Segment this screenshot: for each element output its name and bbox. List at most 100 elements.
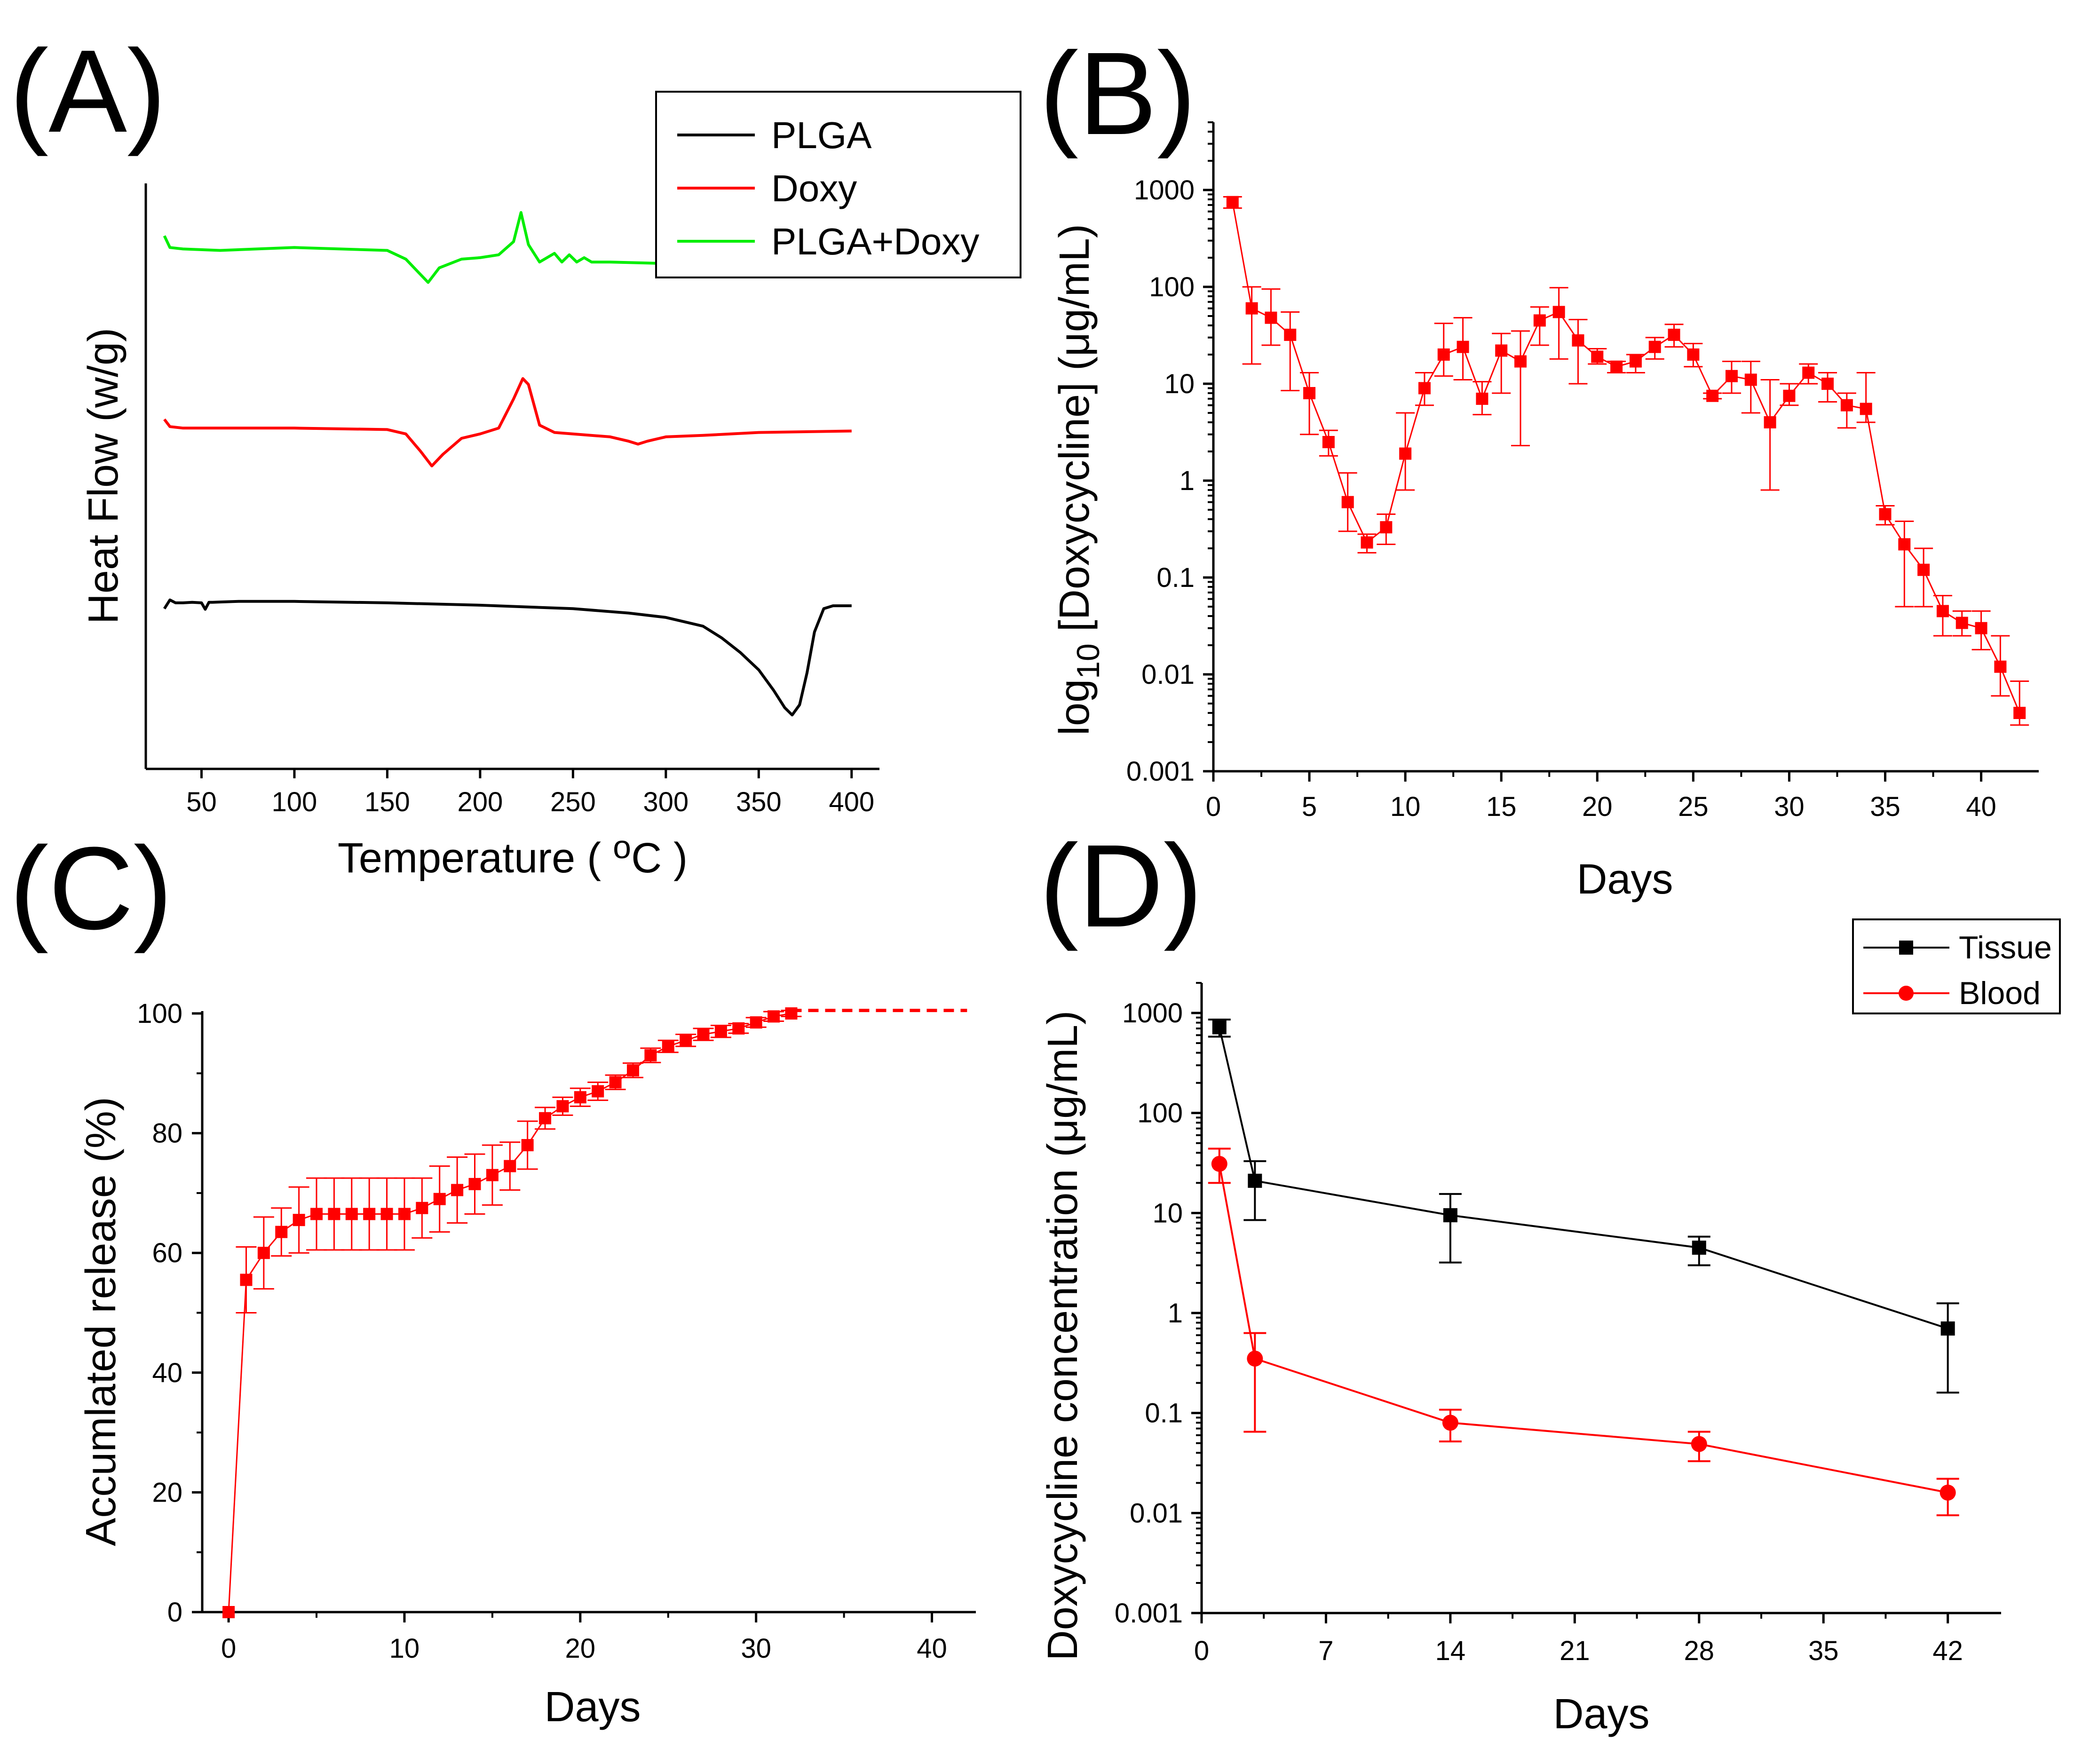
panel-b-data-point (1648, 340, 1661, 353)
panel-b-data-point (1879, 508, 1892, 521)
panel-b-series-line (1232, 202, 2020, 713)
panel-c-data-point (504, 1160, 516, 1172)
panel-b-ticks: 0 5 10 15 20 25 30 35 40 0.001 0.01 0.1 1 10 100 1000 (1126, 121, 1996, 822)
panel-c-data-point (363, 1208, 376, 1220)
panel-d-tissue-data-point (1443, 1208, 1457, 1223)
legend-label-plga-doxy: PLGA+Doxy (771, 221, 979, 262)
panel-a-x-tick-label: 200 (457, 787, 503, 817)
panel-c-data-point (240, 1274, 253, 1286)
panel-b-data-point (1476, 392, 1488, 405)
panel-c-y-tick-label: 40 (152, 1358, 182, 1388)
panel-c-letter: (C) (9, 823, 173, 954)
panel-b-data-point (1821, 377, 1834, 390)
legend-label-plga: PLGA (771, 114, 872, 156)
panel-a-x-tick-label: 350 (736, 787, 782, 817)
panel-b-data-point (1955, 617, 1968, 629)
panel-b-data-point (1744, 373, 1757, 386)
panel-b-data-point (1687, 348, 1700, 361)
panel-b-x-tick-label: 40 (1966, 791, 1996, 822)
panel-a-series-line-plga (163, 598, 852, 717)
panel-d-y-tick-label: 100 (1137, 1098, 1183, 1129)
panel-b-x-tick-label: 15 (1486, 791, 1517, 822)
panel-b-data-point (1802, 366, 1815, 379)
panel-a-xlabel: Temperature ( oC ) (338, 829, 688, 882)
panel-b-x-tick-label: 20 (1582, 791, 1613, 822)
panel-b-ylabel-sub: 10 (1070, 643, 1106, 679)
panel-d-y-tick-label: 1000 (1122, 998, 1183, 1028)
panel-b-y-tick-label: 0.001 (1126, 756, 1195, 787)
panel-b-y-tick-label: 1 (1180, 466, 1195, 496)
panel-c-y-tick-label: 20 (152, 1477, 182, 1508)
panel-d-x-tick-label: 42 (1932, 1636, 1963, 1666)
panel-a-x-tick-label: 400 (829, 787, 874, 817)
panel-d-x-tick-label: 7 (1318, 1636, 1333, 1666)
panel-d-x-tick-label: 35 (1808, 1636, 1839, 1666)
panel-b-x-tick-label: 5 (1302, 791, 1317, 822)
panel-b-data-point (1380, 521, 1393, 534)
panel-c-data-point (644, 1049, 657, 1062)
panel-c-data-point (486, 1169, 499, 1181)
panel-d-ylabel: Doxycycline concentration (μg/mL) (1039, 1011, 1086, 1661)
panel-c-data-point (626, 1064, 639, 1076)
panel-c-data-point (257, 1247, 270, 1259)
legend-marker-blood (1899, 986, 1914, 1001)
panel-b-data-point (1361, 536, 1373, 549)
panel-b-y-tick-label: 10 (1164, 369, 1195, 399)
panel-d-y-tick-label: 1 (1168, 1298, 1183, 1329)
panel-b-data-point (1840, 399, 1853, 411)
panel-b-data-point (1706, 389, 1719, 402)
panel-b-data-point (1514, 355, 1527, 368)
panel-b-data-point (1552, 306, 1565, 318)
panel-c-data-point (592, 1085, 604, 1098)
panel-b-data-point (1917, 563, 1930, 576)
panel-b-data-point (1399, 447, 1412, 460)
panel-c-data-point (310, 1208, 323, 1220)
panel-c-data-point (451, 1184, 464, 1196)
panel-c-x-tick-label: 40 (917, 1633, 947, 1664)
panel-c-data-point (732, 1022, 745, 1035)
panel-d-blood-data-point (1691, 1436, 1707, 1452)
panel-d-tissue-data-point (1940, 1321, 1955, 1336)
panel-c-data-point (697, 1028, 710, 1041)
panel-d-blood-data-point (1247, 1350, 1263, 1367)
panel-a-x-tick-label: 250 (550, 787, 596, 817)
panel-a-ylabel: Heat Flow (w/g) (80, 328, 127, 624)
legend-label-tissue: Tissue (1959, 930, 2052, 965)
panel-c-y-tick-label: 60 (152, 1238, 182, 1268)
panel-b-ylabel-rest: [Doxycycline] (μg/mL) (1051, 224, 1098, 643)
panel-b-data-point (1975, 622, 1987, 634)
panel-b-ylabel-log: log (1051, 679, 1098, 736)
legend-marker-tissue (1899, 941, 1913, 955)
panel-d-y-tick-label: 0.001 (1115, 1598, 1183, 1629)
panel-b-y-tick-label: 1000 (1134, 175, 1195, 206)
panel-c-data-point (750, 1016, 762, 1029)
panel-d-blood-data-point (1211, 1155, 1227, 1172)
panel-c-x-tick-label: 0 (221, 1633, 236, 1664)
panel-d-ticks: 0 7 14 21 28 35 42 0.001 0.01 0.1 1 10 100 1000 (1115, 982, 1963, 1666)
panel-b-data-point (1783, 389, 1796, 402)
panel-c-ylabel: Accumlated release (%) (78, 1097, 125, 1546)
panel-d-legend: Tissue Blood (1852, 918, 2061, 1014)
panel-d-x-tick-label: 14 (1435, 1636, 1466, 1666)
panel-b-data-point (1245, 302, 1258, 315)
legend-label-blood: Blood (1959, 975, 2041, 1011)
panel-d-letter: (D) (1039, 820, 1203, 951)
panel-b-data-point (1341, 496, 1354, 508)
panel-a-xlabel-main: Temperature ( (338, 835, 613, 882)
panel-c-data-point (222, 1606, 235, 1618)
panel-d-x-tick-label: 21 (1560, 1636, 1590, 1666)
panel-a-x-tick-label: 50 (186, 787, 217, 817)
panel-b-data-point (1437, 348, 1450, 361)
panel-b-data-point (1994, 660, 2007, 673)
panel-b-data-point (1668, 328, 1680, 341)
panel-c-x-tick-label: 10 (389, 1633, 420, 1664)
panel-d-tissue-line (1218, 1027, 1948, 1329)
panel-b-x-tick-label: 0 (1206, 791, 1221, 822)
panel-c-data-point (680, 1034, 692, 1047)
panel-c-y-tick-label: 100 (137, 998, 182, 1029)
panel-d-x-tick-label: 0 (1194, 1636, 1209, 1666)
panel-d: (D) 0 7 14 21 28 35 42 0.001 0.01 0.1 1 10 100 1000 D… (1039, 820, 2061, 1738)
panel-b-data-point (1265, 311, 1277, 324)
legend-label-doxy: Doxy (771, 167, 857, 209)
